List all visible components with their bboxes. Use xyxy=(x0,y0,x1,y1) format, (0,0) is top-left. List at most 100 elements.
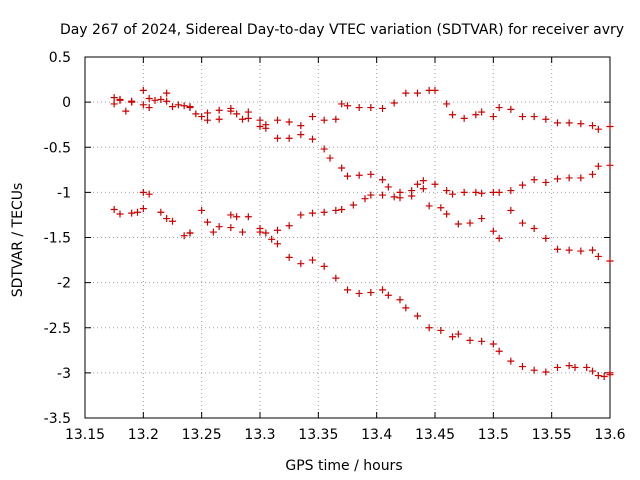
data-point xyxy=(577,120,585,128)
data-point xyxy=(145,190,153,198)
x-tick-label: 13.6 xyxy=(594,427,625,443)
y-tick-label: -1.5 xyxy=(44,231,71,247)
data-point xyxy=(344,102,351,110)
data-point xyxy=(349,201,357,209)
y-tick-label: -0.5 xyxy=(44,140,71,156)
data-point xyxy=(600,372,608,380)
data-point xyxy=(472,111,480,119)
data-point xyxy=(571,363,579,371)
y-tick-label: 0 xyxy=(62,95,71,111)
data-point xyxy=(169,217,176,225)
data-point xyxy=(384,291,392,299)
data-point xyxy=(431,180,439,188)
data-point xyxy=(594,162,602,170)
data-point xyxy=(233,110,241,118)
data-point xyxy=(285,118,293,126)
series-4 xyxy=(139,205,614,380)
data-point xyxy=(122,107,130,115)
x-tick-label: 13.5 xyxy=(478,427,509,443)
data-point xyxy=(139,101,147,109)
data-point xyxy=(180,232,188,240)
data-point xyxy=(402,304,410,312)
data-point xyxy=(227,211,235,219)
data-point xyxy=(274,134,281,142)
data-point xyxy=(449,190,456,198)
data-point xyxy=(163,215,171,223)
x-tick-label: 13.3 xyxy=(244,427,275,443)
data-point xyxy=(320,145,328,153)
data-point xyxy=(437,204,445,212)
series-1 xyxy=(110,86,614,133)
data-point xyxy=(542,368,550,376)
data-point xyxy=(268,235,276,243)
data-point xyxy=(577,247,585,255)
data-point xyxy=(530,176,538,184)
data-point xyxy=(478,215,486,223)
data-point xyxy=(443,210,451,218)
data-point xyxy=(227,224,235,232)
data-point xyxy=(163,97,171,105)
data-point xyxy=(495,234,503,242)
data-point xyxy=(507,187,515,195)
data-point xyxy=(466,219,474,227)
data-point xyxy=(565,174,573,182)
data-point xyxy=(215,223,223,231)
data-points xyxy=(110,86,614,380)
data-point xyxy=(606,122,614,130)
data-point xyxy=(431,86,439,94)
data-point xyxy=(425,324,433,332)
data-point xyxy=(297,260,305,268)
data-point xyxy=(419,185,427,193)
data-point xyxy=(449,111,456,119)
y-tick-label: -3.5 xyxy=(44,411,71,427)
data-point xyxy=(198,206,206,214)
series-2 xyxy=(110,86,614,198)
plot-frame xyxy=(84,56,611,419)
data-point xyxy=(355,104,363,112)
data-point xyxy=(128,98,136,106)
data-point xyxy=(355,289,363,297)
data-point xyxy=(589,367,596,375)
data-point xyxy=(332,206,340,214)
data-point xyxy=(495,188,503,196)
data-point xyxy=(495,104,503,112)
data-point xyxy=(116,210,124,218)
data-point xyxy=(151,96,159,104)
y-tick-label: -2 xyxy=(57,276,71,292)
data-point xyxy=(554,119,561,127)
data-point xyxy=(344,286,351,294)
data-point xyxy=(320,262,328,270)
data-point xyxy=(262,124,270,132)
data-point xyxy=(355,171,363,179)
data-point xyxy=(262,229,270,237)
data-point xyxy=(367,104,375,112)
series-3 xyxy=(110,185,614,265)
data-point xyxy=(134,208,141,216)
data-point xyxy=(204,218,211,226)
data-point xyxy=(338,100,346,108)
data-point xyxy=(489,113,497,121)
data-point xyxy=(554,245,561,253)
data-point xyxy=(139,188,147,196)
data-point xyxy=(460,114,468,122)
data-point xyxy=(163,89,171,97)
data-point xyxy=(256,122,264,130)
data-point xyxy=(198,113,206,121)
data-point xyxy=(478,108,486,116)
data-point xyxy=(519,219,526,227)
data-point xyxy=(145,95,153,103)
data-point xyxy=(244,114,252,122)
data-point xyxy=(554,363,561,371)
data-point xyxy=(285,134,293,142)
data-point xyxy=(466,336,474,344)
data-point xyxy=(454,220,462,228)
data-point xyxy=(128,209,136,217)
data-point xyxy=(478,337,486,345)
data-point xyxy=(285,222,293,230)
data-point xyxy=(565,246,573,254)
data-point xyxy=(425,202,433,210)
data-point xyxy=(443,187,451,195)
data-point xyxy=(472,188,480,196)
